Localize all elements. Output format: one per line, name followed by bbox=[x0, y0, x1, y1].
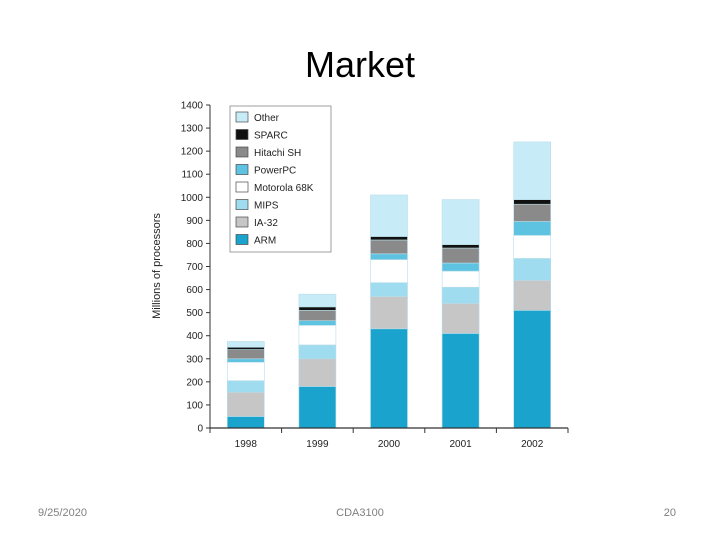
bar-segment bbox=[441, 333, 480, 429]
bar-segment bbox=[513, 310, 552, 429]
bar-segment bbox=[227, 358, 265, 363]
y-tick-label: 1200 bbox=[181, 147, 204, 158]
legend: Other SPARC Hitachi SH PowerPC Motorola 68K M… bbox=[229, 105, 332, 253]
legend-swatch bbox=[235, 129, 249, 140]
legend-label: Hitachi SH bbox=[254, 148, 301, 159]
page-number: 20 bbox=[663, 507, 676, 519]
slide-title: Market bbox=[304, 44, 416, 85]
x-tick-label: 2000 bbox=[378, 439, 401, 450]
legend-swatch bbox=[235, 234, 249, 245]
legend-label: SPARC bbox=[254, 131, 288, 142]
x-tick-label: 1999 bbox=[306, 439, 329, 450]
legend-label: ARM bbox=[254, 236, 276, 247]
bar-segment bbox=[298, 344, 337, 360]
bar-segment bbox=[227, 361, 265, 382]
legend-swatch bbox=[235, 164, 249, 175]
legend-swatch bbox=[235, 111, 249, 123]
y-tick-label: 1300 bbox=[181, 124, 204, 135]
bar-segment bbox=[227, 349, 265, 360]
bar-segment bbox=[227, 391, 265, 417]
bar-segment bbox=[513, 235, 552, 259]
bar-segment bbox=[298, 386, 337, 429]
bar-segment bbox=[513, 221, 552, 236]
bar-segment bbox=[370, 296, 408, 330]
y-tick-label: 500 bbox=[186, 308, 203, 319]
y-tick-label: 0 bbox=[197, 424, 203, 435]
bar-segment bbox=[370, 253, 408, 260]
bar-segment bbox=[370, 328, 408, 429]
legend-label: Motorola 68K bbox=[254, 183, 314, 194]
footer-date: 9/25/2020 bbox=[38, 507, 87, 519]
bar-segment bbox=[513, 203, 552, 222]
y-tick-label: 400 bbox=[186, 331, 203, 342]
bar-segment bbox=[298, 358, 337, 387]
legend-swatch bbox=[235, 146, 249, 158]
x-tick-label: 2001 bbox=[449, 439, 472, 450]
bar-segment bbox=[298, 325, 337, 346]
legend-swatch bbox=[235, 181, 249, 193]
bar-segment bbox=[370, 239, 408, 255]
bar-segment bbox=[370, 194, 408, 237]
bar-segment bbox=[227, 380, 265, 393]
bar-segment bbox=[441, 262, 480, 272]
legend-swatch bbox=[235, 216, 249, 228]
y-axis: 0 100 200 300 400 500 600 700 800 900 1000 1100 1200… bbox=[181, 101, 211, 435]
x-tick-label: 1998 bbox=[235, 439, 258, 450]
y-axis-label: Millions of processors bbox=[151, 213, 163, 319]
legend-box bbox=[229, 105, 332, 253]
y-tick-label: 700 bbox=[186, 262, 203, 273]
legend-label: PowerPC bbox=[254, 166, 296, 177]
bar-segment bbox=[513, 280, 552, 311]
y-tick-label: 1000 bbox=[181, 193, 204, 204]
bar-segment bbox=[227, 346, 265, 350]
bar-segment bbox=[298, 320, 337, 326]
y-tick-label: 600 bbox=[186, 285, 203, 296]
bar-segment bbox=[298, 306, 337, 311]
bar-segment bbox=[441, 270, 480, 288]
bar-segment bbox=[513, 141, 552, 200]
bar-segment bbox=[441, 244, 480, 249]
y-tick-label: 1100 bbox=[181, 170, 203, 181]
x-axis: 1998 1999 2000 2001 2002 bbox=[209, 427, 569, 450]
y-tick-label: 300 bbox=[186, 354, 203, 365]
bar-segment bbox=[298, 310, 337, 322]
bar-segment bbox=[441, 199, 480, 245]
bar-segment bbox=[227, 416, 265, 429]
bar-segment bbox=[370, 282, 408, 297]
bar-segment bbox=[227, 341, 265, 348]
bar-segment bbox=[370, 259, 408, 283]
bar-segment bbox=[441, 247, 480, 264]
bars bbox=[227, 141, 552, 429]
bar-segment bbox=[513, 258, 552, 281]
y-tick-label: 800 bbox=[186, 239, 203, 250]
bar-segment bbox=[441, 303, 480, 334]
footer-course: CDA3100 bbox=[336, 507, 384, 519]
bar-segment bbox=[298, 293, 337, 308]
y-tick-label: 900 bbox=[186, 216, 203, 227]
x-tick-label: 2002 bbox=[521, 439, 544, 450]
legend-label: IA-32 bbox=[254, 218, 278, 229]
y-tick-label: 100 bbox=[186, 400, 203, 411]
y-tick-label: 200 bbox=[186, 377, 203, 388]
bar-segment bbox=[370, 236, 408, 241]
bar-segment bbox=[441, 286, 480, 304]
legend-swatch bbox=[235, 199, 249, 210]
y-tick-label: 1400 bbox=[181, 101, 204, 112]
bar-segment bbox=[513, 199, 552, 205]
legend-label: MIPS bbox=[254, 201, 279, 212]
legend-label: Other bbox=[254, 113, 280, 124]
